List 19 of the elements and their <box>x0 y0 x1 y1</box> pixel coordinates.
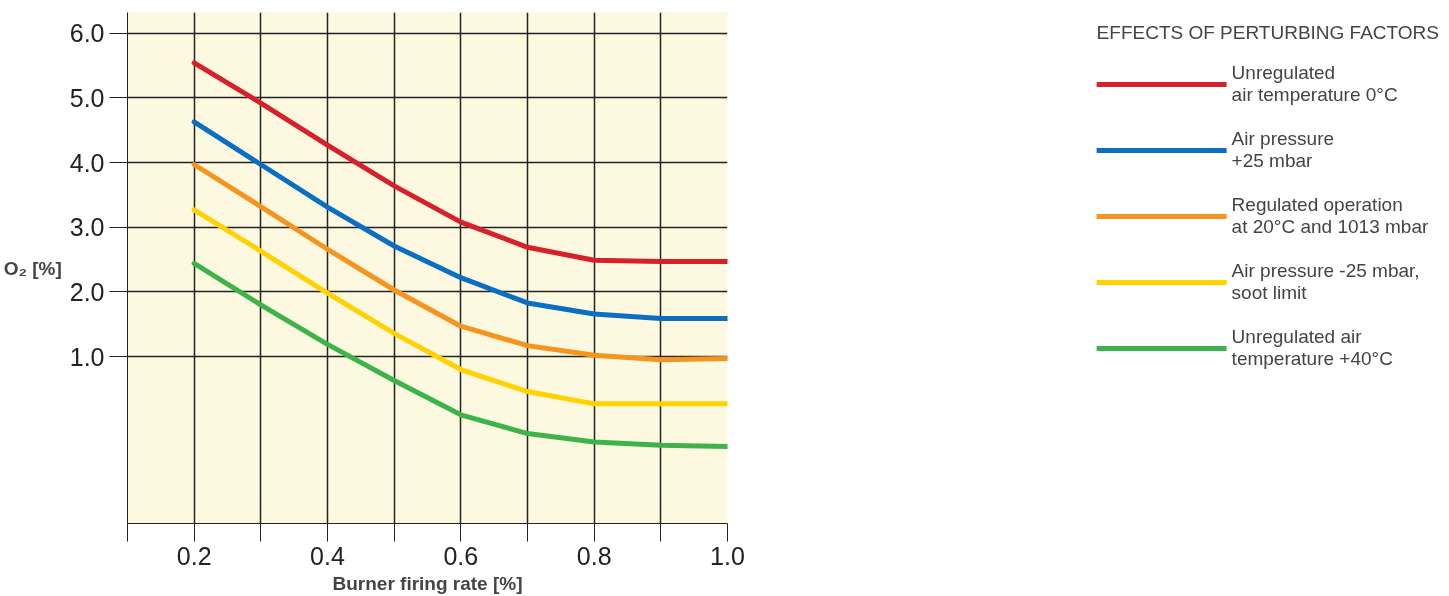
text: Air pressure +25 mbar <box>1231 128 1335 172</box>
text: Unregulated air temperature 0°C <box>1231 62 1398 106</box>
y-tick-label: 2.0 <box>69 277 105 306</box>
x-tick-label: 0.4 <box>310 541 345 570</box>
y-tick-label: 1.0 <box>69 342 105 371</box>
y-tick-label: 6.0 <box>69 19 105 48</box>
x-tick-label: 0.8 <box>576 541 612 570</box>
x-tick-label: 0.2 <box>176 541 212 570</box>
text: Air pressure -25 mbar, soot limit <box>1231 260 1420 304</box>
text: Regulated operation at 20°C and 1013 mbar <box>1231 194 1429 238</box>
y-tick-label: 4.0 <box>69 148 105 177</box>
y-tick-label: 5.0 <box>69 83 105 112</box>
x-tick-label: 1.0 <box>710 541 745 570</box>
x-axis-title: Burner firing rate [%] <box>332 572 523 594</box>
x-tick-label: 0.6 <box>443 541 479 570</box>
y-axis-title: O₂ [%] <box>3 257 62 279</box>
y-tick-label: 3.0 <box>69 213 105 242</box>
legend-title: EFFECTS OF PERTURBING FACTORS <box>1096 22 1439 44</box>
text: Unregulated air temperature +40°C <box>1231 326 1393 370</box>
